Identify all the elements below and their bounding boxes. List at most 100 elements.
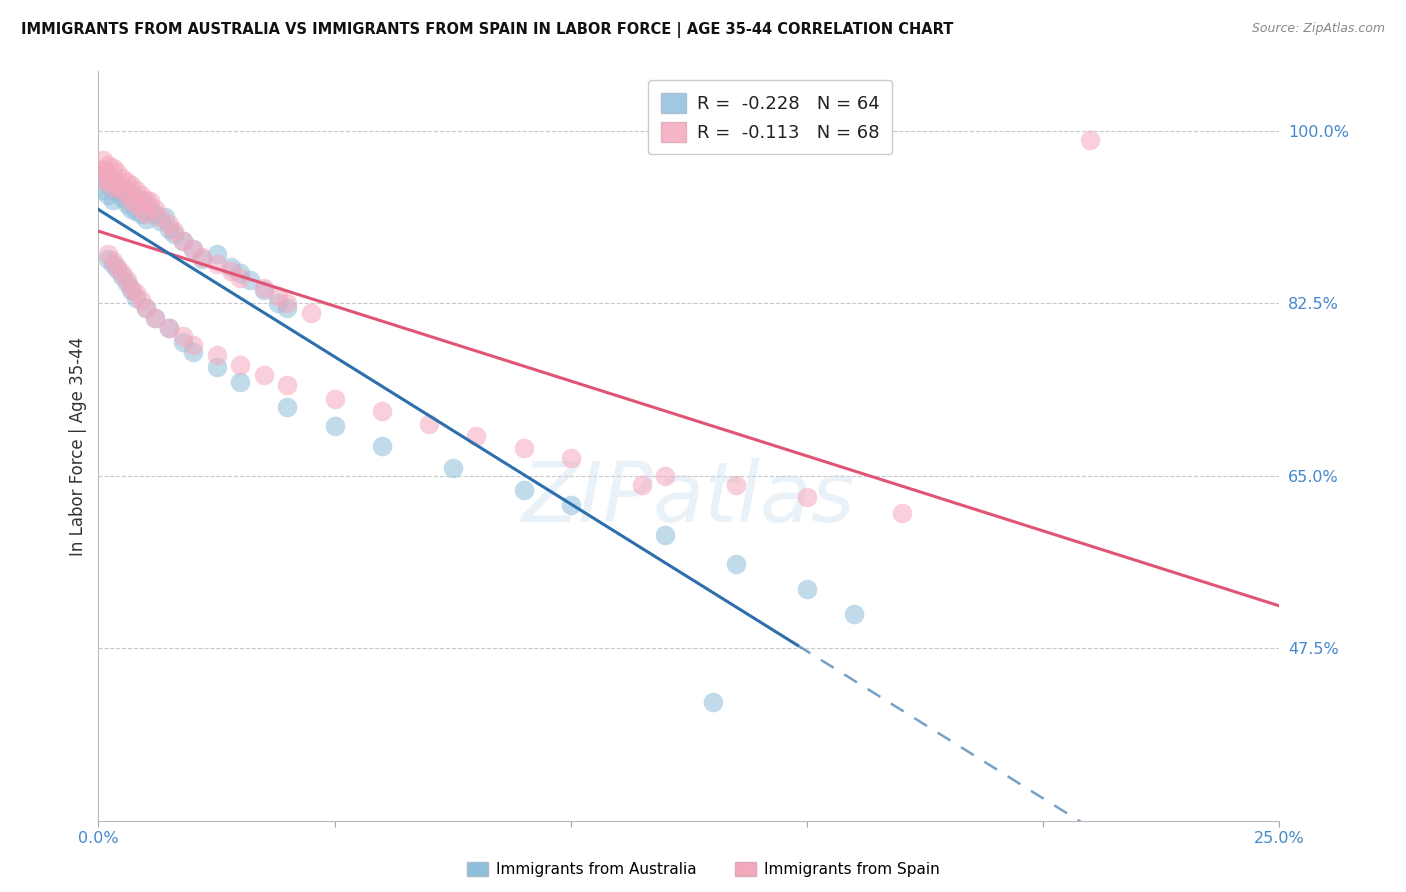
Point	[105, 185, 128, 199]
Point	[654, 468, 676, 483]
Point	[101, 193, 124, 207]
Text: IMMIGRANTS FROM AUSTRALIA VS IMMIGRANTS FROM SPAIN IN LABOR FORCE | AGE 35-44 CO: IMMIGRANTS FROM AUSTRALIA VS IMMIGRANTS …	[21, 22, 953, 38]
Point	[725, 558, 748, 572]
Point	[172, 234, 194, 248]
Point	[371, 404, 394, 418]
Point	[111, 179, 134, 194]
Point	[276, 377, 298, 392]
Point	[125, 204, 148, 219]
Legend: R =  -0.228   N = 64, R =  -0.113   N = 68: R = -0.228 N = 64, R = -0.113 N = 68	[648, 80, 893, 154]
Point	[135, 301, 157, 315]
Point	[129, 293, 152, 307]
Text: ZIPatlas: ZIPatlas	[522, 458, 856, 539]
Point	[115, 197, 138, 211]
Point	[105, 178, 128, 192]
Point	[111, 267, 134, 281]
Point	[1080, 133, 1102, 147]
Point	[253, 368, 276, 382]
Point	[560, 450, 582, 465]
Point	[111, 183, 134, 197]
Legend: Immigrants from Australia, Immigrants from Spain: Immigrants from Australia, Immigrants fr…	[461, 855, 945, 883]
Point	[163, 227, 186, 241]
Point	[111, 269, 134, 284]
Point	[796, 490, 818, 504]
Point	[149, 211, 172, 225]
Point	[91, 163, 114, 178]
Point	[101, 183, 124, 197]
Point	[111, 170, 134, 185]
Point	[702, 695, 724, 709]
Point	[97, 252, 120, 266]
Point	[253, 281, 276, 295]
Point	[91, 183, 114, 197]
Point	[115, 187, 138, 202]
Point	[101, 170, 124, 185]
Point	[239, 273, 262, 287]
Point	[267, 296, 290, 310]
Point	[129, 202, 152, 217]
Point	[129, 207, 152, 221]
Point	[121, 178, 143, 192]
Point	[91, 173, 114, 187]
Point	[143, 207, 166, 221]
Point	[371, 439, 394, 453]
Point	[219, 260, 242, 274]
Point	[299, 306, 322, 320]
Point	[181, 338, 204, 352]
Point	[101, 170, 124, 185]
Point	[276, 296, 298, 310]
Point	[125, 190, 148, 204]
Text: Source: ZipAtlas.com: Source: ZipAtlas.com	[1251, 22, 1385, 36]
Point	[181, 242, 204, 256]
Point	[181, 242, 204, 256]
Point	[139, 194, 162, 209]
Point	[97, 173, 120, 187]
Point	[205, 348, 228, 362]
Point	[125, 197, 148, 211]
Point	[253, 283, 276, 297]
Point	[97, 187, 120, 202]
Point	[143, 202, 166, 217]
Point	[135, 193, 157, 207]
Point	[121, 202, 143, 217]
Point	[219, 263, 242, 277]
Point	[465, 429, 488, 443]
Point	[157, 217, 180, 231]
Point	[157, 320, 180, 334]
Point	[121, 194, 143, 209]
Point	[91, 163, 114, 178]
Point	[115, 175, 138, 189]
Point	[844, 607, 866, 621]
Point	[323, 419, 346, 434]
Point	[101, 253, 124, 268]
Point	[560, 498, 582, 512]
Point	[125, 286, 148, 301]
Point	[323, 392, 346, 406]
Point	[229, 267, 252, 281]
Point	[191, 250, 214, 264]
Point	[125, 183, 148, 197]
Point	[172, 335, 194, 350]
Point	[191, 252, 214, 266]
Point	[229, 271, 252, 285]
Point	[181, 345, 204, 359]
Point	[115, 277, 138, 291]
Point	[418, 417, 440, 432]
Point	[101, 161, 124, 175]
Point	[143, 310, 166, 325]
Point	[139, 202, 162, 217]
Point	[149, 214, 172, 228]
Point	[725, 478, 748, 492]
Point	[630, 478, 652, 492]
Point	[105, 261, 128, 276]
Point	[101, 180, 124, 194]
Point	[101, 257, 124, 271]
Point	[97, 158, 120, 172]
Point	[121, 281, 143, 295]
Point	[157, 222, 180, 236]
Point	[97, 175, 120, 189]
Point	[129, 187, 152, 202]
Point	[796, 582, 818, 596]
Point	[105, 165, 128, 179]
Point	[97, 165, 120, 179]
